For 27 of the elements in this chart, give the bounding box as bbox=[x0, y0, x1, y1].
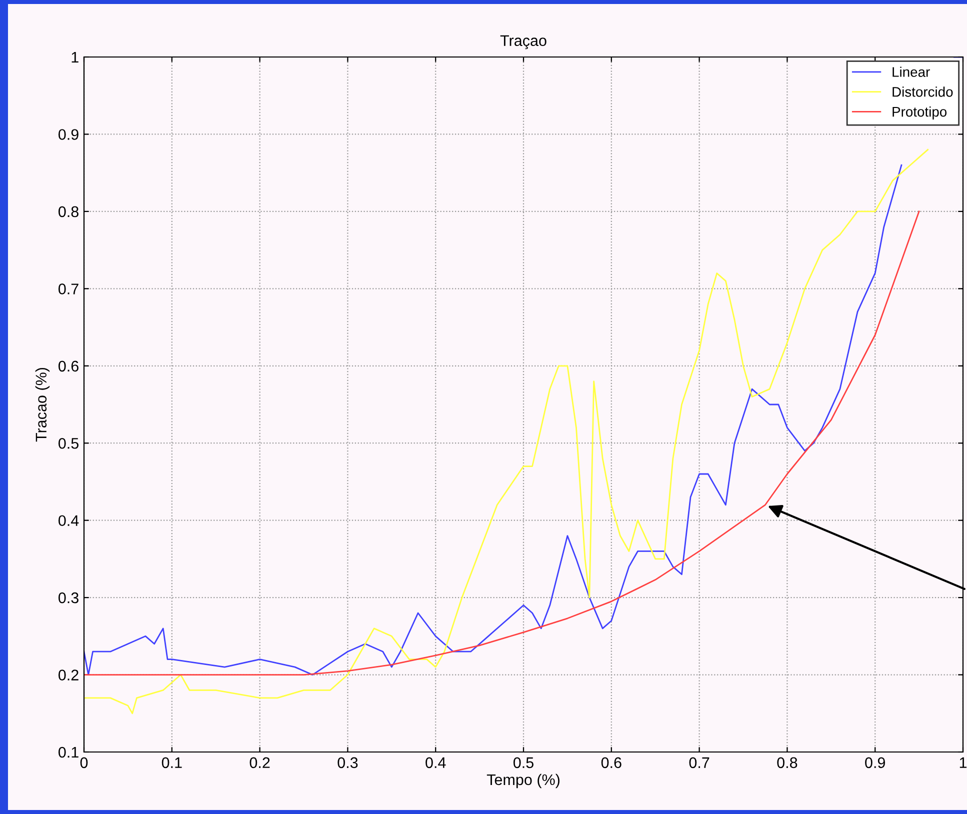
y-tick-label: 0.6 bbox=[58, 360, 78, 372]
x-tick-label: 0.9 bbox=[865, 757, 885, 768]
x-tick-label: 0.3 bbox=[338, 757, 358, 768]
y-tick-label: 0.2 bbox=[58, 670, 78, 680]
y-tick-label: 0.4 bbox=[58, 515, 79, 526]
legend-label: Distorcido bbox=[892, 86, 953, 97]
y-tick-label: 1 bbox=[72, 52, 78, 63]
y-axis-title: Tracao (%) bbox=[35, 368, 50, 442]
y-tick-label: 0.1 bbox=[58, 746, 78, 758]
x-tick-label: 0.7 bbox=[689, 757, 710, 768]
legend-label: Linear bbox=[892, 66, 930, 77]
x-tick-label: 0.5 bbox=[513, 757, 534, 768]
y-tick-label: 0.7 bbox=[58, 284, 78, 294]
x-tick-label: 1 bbox=[960, 757, 967, 768]
legend-label: Prototipo bbox=[892, 106, 947, 120]
x-tick-label: 0.2 bbox=[250, 757, 270, 768]
y-tick-label: 0.3 bbox=[58, 592, 78, 604]
x-tick-label: 0 bbox=[80, 757, 88, 768]
x-axis-title: Tempo (%) bbox=[486, 774, 560, 788]
x-tick-label: 0.8 bbox=[777, 757, 798, 768]
x-tick-label: 0.1 bbox=[162, 757, 182, 768]
y-tick-label: 0.5 bbox=[58, 438, 78, 449]
x-tick-label: 0.6 bbox=[601, 757, 622, 768]
y-tick-label: 0.8 bbox=[58, 206, 78, 218]
x-tick-label: 0.4 bbox=[426, 757, 446, 768]
chart-title: Traçao bbox=[500, 35, 546, 50]
y-tick-label: 0.9 bbox=[58, 129, 78, 140]
